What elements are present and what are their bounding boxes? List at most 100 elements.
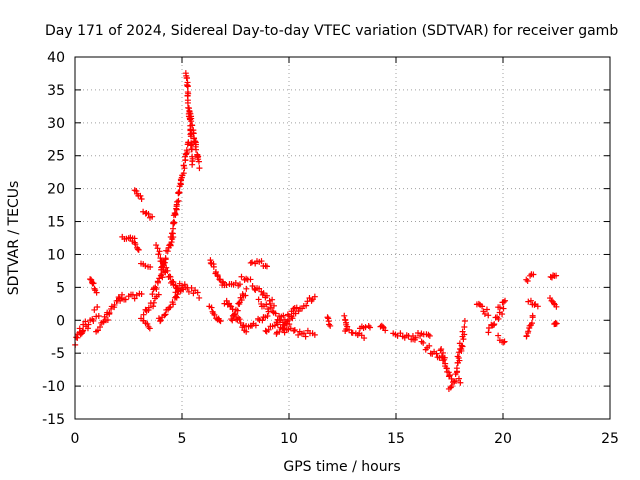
x-tick-label: 0 xyxy=(71,431,80,447)
y-axis-label: SDTVAR / TECUs xyxy=(6,181,22,296)
data-point xyxy=(80,327,87,334)
data-point xyxy=(495,315,502,322)
y-tick-label: 10 xyxy=(47,247,65,263)
data-point xyxy=(502,297,509,304)
data-point xyxy=(188,118,195,125)
data-point xyxy=(122,296,129,303)
data-point xyxy=(184,97,191,104)
x-tick-label: 25 xyxy=(601,431,619,447)
y-tick-label: 5 xyxy=(56,280,65,296)
data-point xyxy=(154,245,161,252)
data-point xyxy=(164,267,171,274)
data-point xyxy=(290,327,297,334)
data-point xyxy=(216,276,223,283)
data-point xyxy=(485,325,492,332)
data-point xyxy=(157,317,164,324)
data-point xyxy=(208,304,215,311)
data-point xyxy=(150,299,157,306)
data-point xyxy=(343,326,350,333)
data-point xyxy=(289,315,296,322)
data-point xyxy=(302,333,309,340)
data-point xyxy=(479,303,486,310)
data-point xyxy=(249,259,256,266)
data-point xyxy=(460,336,467,343)
data-point xyxy=(425,331,432,338)
data-point xyxy=(166,304,173,311)
data-point xyxy=(293,304,300,311)
data-point xyxy=(274,321,281,328)
data-point xyxy=(176,189,183,196)
data-point xyxy=(263,301,270,308)
data-point xyxy=(440,349,447,356)
y-tick-label: 0 xyxy=(56,313,65,329)
data-point xyxy=(185,288,192,295)
data-point xyxy=(264,305,271,312)
data-point xyxy=(324,314,331,321)
data-point xyxy=(178,177,185,184)
y-tick-label: -15 xyxy=(42,412,65,428)
data-point xyxy=(495,332,502,339)
y-tick-label: -5 xyxy=(51,346,65,362)
data-point xyxy=(525,328,532,335)
data-point xyxy=(137,192,144,199)
data-point xyxy=(142,262,149,269)
data-point xyxy=(190,290,197,297)
data-point xyxy=(154,278,161,285)
data-point xyxy=(173,294,180,301)
data-point xyxy=(167,233,174,240)
data-point xyxy=(499,311,506,318)
data-point xyxy=(227,302,234,309)
data-point xyxy=(500,339,507,346)
data-point xyxy=(458,342,465,349)
data-point xyxy=(93,289,100,296)
data-point xyxy=(153,242,160,249)
data-point xyxy=(242,292,249,299)
data-point xyxy=(291,326,298,333)
data-point xyxy=(138,195,145,202)
data-point xyxy=(458,347,465,354)
data-point xyxy=(195,158,202,165)
data-point xyxy=(111,301,118,308)
data-point xyxy=(170,279,177,286)
data-point xyxy=(262,327,269,334)
data-point xyxy=(247,276,254,283)
data-point xyxy=(173,293,180,300)
data-point xyxy=(95,313,102,320)
data-point xyxy=(169,230,176,237)
data-point xyxy=(171,219,178,226)
data-point xyxy=(167,303,174,310)
data-point xyxy=(184,82,191,89)
data-point xyxy=(234,307,241,314)
data-point xyxy=(164,248,171,255)
data-point xyxy=(159,274,166,281)
data-point xyxy=(534,303,541,310)
data-point xyxy=(412,334,419,341)
data-point xyxy=(162,311,169,318)
data-point xyxy=(149,213,156,220)
data-point xyxy=(380,323,387,330)
data-point xyxy=(453,369,460,376)
data-point xyxy=(104,316,111,323)
data-point xyxy=(433,350,440,357)
data-points xyxy=(72,70,560,392)
data-point xyxy=(461,324,468,331)
data-point xyxy=(524,277,531,284)
data-point xyxy=(295,331,302,338)
data-point xyxy=(271,322,278,329)
data-point xyxy=(529,312,536,319)
y-tick-label: 15 xyxy=(47,215,65,231)
data-point xyxy=(90,280,97,287)
data-point xyxy=(180,170,187,177)
data-point xyxy=(135,246,142,253)
data-point xyxy=(223,281,230,288)
x-tick-label: 15 xyxy=(387,431,405,447)
data-point xyxy=(447,384,454,391)
data-point xyxy=(82,318,89,325)
data-point xyxy=(187,142,194,149)
data-point xyxy=(553,272,560,279)
data-point xyxy=(269,296,276,303)
data-point xyxy=(134,246,141,253)
data-point xyxy=(196,294,203,301)
data-point xyxy=(459,343,466,350)
data-point xyxy=(252,322,259,329)
